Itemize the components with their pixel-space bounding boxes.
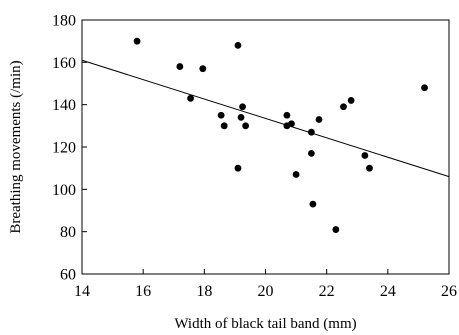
y-tick-label: 160 [52, 55, 76, 72]
plot-frame [81, 19, 450, 275]
data-point [340, 103, 347, 111]
data-points [133, 37, 428, 233]
x-axis-ticks: 14 16 18 20 22 24 26 [74, 269, 457, 300]
y-tick-label: 140 [52, 97, 76, 114]
x-tick-label: 14 [74, 283, 90, 300]
data-point [199, 65, 207, 73]
data-point [237, 113, 245, 121]
data-point [133, 37, 141, 45]
data-point [421, 84, 428, 92]
y-tick-label: 100 [52, 182, 76, 199]
data-point [307, 149, 315, 157]
data-point [176, 63, 184, 70]
x-axis-title: Width of black tail band (mm) [174, 316, 356, 332]
data-point [234, 42, 242, 49]
data-point [361, 152, 369, 159]
x-tick-label: 16 [135, 283, 151, 300]
data-point [234, 164, 242, 172]
data-point [307, 128, 315, 136]
data-point [292, 171, 300, 178]
x-tick-label: 24 [380, 283, 396, 300]
data-point [220, 122, 228, 130]
data-point [347, 97, 355, 104]
x-tick-label: 20 [258, 283, 274, 300]
data-point [187, 94, 194, 102]
y-axis-ticks: 60 80 100 120 140 160 180 [52, 13, 87, 284]
data-point [366, 164, 373, 172]
x-tick-label: 26 [441, 283, 457, 300]
data-point [242, 122, 250, 130]
data-point [239, 103, 246, 111]
y-axis-title: Breathing movements (/min) [8, 60, 24, 233]
data-point [217, 111, 225, 119]
y-tick-label: 120 [52, 140, 76, 157]
x-tick-label: 18 [196, 283, 212, 300]
y-tick-label: 180 [52, 13, 76, 30]
x-tick-label: 22 [319, 283, 335, 300]
y-tick-label: 60 [60, 267, 76, 284]
data-point [309, 200, 317, 208]
data-point [283, 111, 291, 119]
data-point [332, 226, 340, 233]
data-point [288, 120, 295, 128]
y-tick-label: 80 [60, 224, 76, 241]
regression-line [81, 59, 450, 178]
data-point [315, 116, 323, 123]
